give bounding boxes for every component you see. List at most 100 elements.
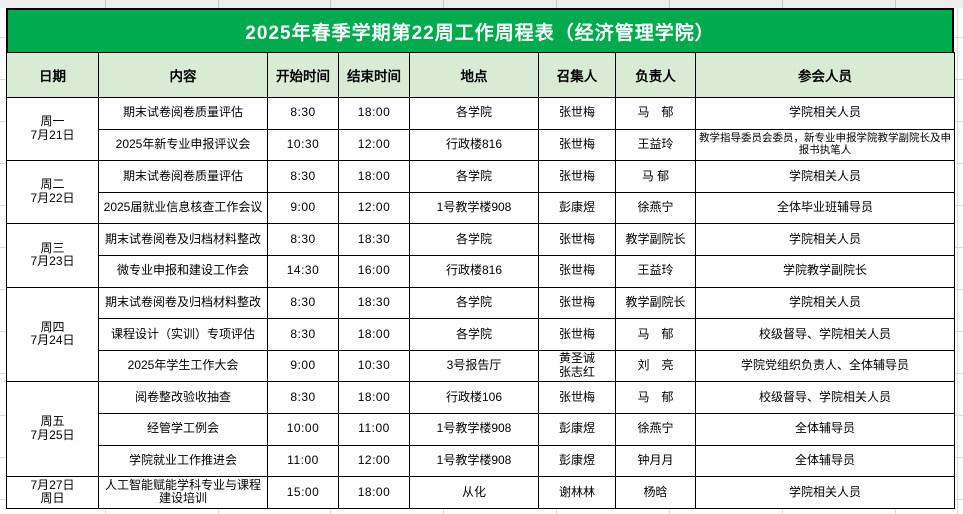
cell-participants[interactable]: 学院相关人员: [695, 223, 955, 256]
cell-start-time[interactable]: 8:30: [267, 381, 339, 414]
cell-location[interactable]: 各学院: [409, 318, 539, 351]
header-lead[interactable]: 负责人: [615, 52, 696, 98]
cell-lead[interactable]: 马 郁: [615, 160, 696, 193]
cell-participants[interactable]: 全体毕业班辅导员: [695, 191, 955, 225]
cell-end-time[interactable]: 18:30: [338, 223, 410, 256]
cell-start-time[interactable]: 9:00: [267, 191, 339, 225]
cell-start-time[interactable]: 11:00: [267, 444, 339, 478]
cell-end-time[interactable]: 12:00: [338, 191, 410, 225]
cell-end-time[interactable]: 18:00: [338, 97, 410, 130]
cell-start-time[interactable]: 8:30: [267, 223, 339, 256]
cell-start-time[interactable]: 8:30: [267, 160, 339, 193]
cell-location[interactable]: 从化: [409, 476, 539, 509]
cell-end-time[interactable]: 18:30: [338, 286, 410, 320]
header-convener[interactable]: 召集人: [538, 52, 616, 98]
cell-location[interactable]: 1号教学楼908: [409, 412, 539, 446]
cell-start-time[interactable]: 8:30: [267, 318, 339, 351]
header-end-time[interactable]: 结束时间: [338, 52, 410, 98]
cell-content[interactable]: 人工智能赋能学科专业与课程建设培训: [98, 476, 268, 509]
cell-location[interactable]: 各学院: [409, 223, 539, 256]
header-date[interactable]: 日期: [6, 52, 99, 98]
cell-end-time[interactable]: 18:00: [338, 318, 410, 351]
cell-lead[interactable]: 刘 亮: [615, 349, 696, 383]
cell-location[interactable]: 各学院: [409, 97, 539, 130]
cell-lead[interactable]: 教学副院长: [615, 286, 696, 320]
cell-content[interactable]: 2025年新专业申报评议会: [98, 128, 268, 162]
cell-lead[interactable]: 徐燕宁: [615, 191, 696, 225]
cell-end-time[interactable]: 10:30: [338, 349, 410, 383]
cell-lead[interactable]: 杨晗: [615, 476, 696, 509]
cell-date-group-2[interactable]: 周三 7月23日: [6, 223, 99, 288]
cell-convener[interactable]: 谢林林: [538, 476, 616, 509]
cell-content[interactable]: 期末试卷阅卷质量评估: [98, 160, 268, 193]
cell-location[interactable]: 1号教学楼908: [409, 191, 539, 225]
header-start-time[interactable]: 开始时间: [267, 52, 339, 98]
cell-start-time[interactable]: 10:30: [267, 128, 339, 162]
cell-lead[interactable]: 钟月月: [615, 444, 696, 478]
cell-participants[interactable]: 学院相关人员: [695, 476, 955, 509]
cell-convener[interactable]: 张世梅: [538, 97, 616, 130]
cell-convener[interactable]: 彭康煜: [538, 191, 616, 225]
cell-content[interactable]: 经管学工例会: [98, 412, 268, 446]
cell-content[interactable]: 2025届就业信息核查工作会议: [98, 191, 268, 225]
cell-date-group-0[interactable]: 周一 7月21日: [6, 96, 99, 162]
cell-convener[interactable]: 张世梅: [538, 223, 616, 256]
cell-lead[interactable]: 马 郁: [615, 97, 696, 130]
cell-end-time[interactable]: 11:00: [338, 412, 410, 446]
cell-content[interactable]: 学院就业工作推进会: [98, 444, 268, 478]
cell-participants[interactable]: 校级督导、学院相关人员: [695, 318, 955, 351]
cell-content[interactable]: 阅卷整改验收抽查: [98, 381, 268, 414]
cell-end-time[interactable]: 18:00: [338, 160, 410, 193]
cell-participants[interactable]: 学院相关人员: [695, 286, 955, 320]
cell-convener[interactable]: 张世梅: [538, 128, 616, 162]
cell-location[interactable]: 行政楼106: [409, 381, 539, 414]
cell-start-time[interactable]: 10:00: [267, 412, 339, 446]
cell-lead[interactable]: 王益玲: [615, 128, 696, 162]
cell-end-time[interactable]: 16:00: [338, 254, 410, 288]
header-location[interactable]: 地点: [409, 52, 539, 98]
cell-convener[interactable]: 张世梅: [538, 254, 616, 288]
cell-location[interactable]: 3号报告厅: [409, 349, 539, 383]
cell-participants[interactable]: 学院相关人员: [695, 97, 955, 130]
cell-content[interactable]: 期末试卷阅卷及归档材料整改: [98, 286, 268, 320]
cell-end-time[interactable]: 12:00: [338, 128, 410, 162]
cell-start-time[interactable]: 9:00: [267, 349, 339, 383]
cell-content[interactable]: 微专业申报和建设工作会: [98, 254, 268, 288]
sheet-title[interactable]: 2025年春季学期第22周工作周程表（经济管理学院）: [6, 8, 954, 52]
cell-date-group-3[interactable]: 周四 7月24日: [6, 286, 99, 383]
cell-lead[interactable]: 马 郁: [615, 381, 696, 414]
cell-participants[interactable]: 学院教学副院长: [695, 254, 955, 288]
cell-content[interactable]: 期末试卷阅卷及归档材料整改: [98, 223, 268, 256]
cell-date-group-1[interactable]: 周二 7月22日: [6, 160, 99, 225]
cell-convener[interactable]: 黄圣诚 张志红: [538, 349, 616, 383]
cell-date-group-5[interactable]: 7月27日 周日: [6, 476, 99, 509]
cell-start-time[interactable]: 8:30: [267, 286, 339, 320]
cell-location[interactable]: 各学院: [409, 160, 539, 193]
cell-lead[interactable]: 马 郁: [615, 318, 696, 351]
cell-convener[interactable]: 张世梅: [538, 318, 616, 351]
cell-lead[interactable]: 王益玲: [615, 254, 696, 288]
cell-participants[interactable]: 校级督导、学院相关人员: [695, 381, 955, 414]
cell-end-time[interactable]: 12:00: [338, 444, 410, 478]
cell-lead[interactable]: 徐燕宁: [615, 412, 696, 446]
cell-content[interactable]: 期末试卷阅卷质量评估: [98, 97, 268, 130]
cell-start-time[interactable]: 14:30: [267, 254, 339, 288]
cell-convener[interactable]: 彭康煜: [538, 444, 616, 478]
cell-end-time[interactable]: 18:00: [338, 476, 410, 509]
cell-location[interactable]: 行政楼816: [409, 254, 539, 288]
cell-convener[interactable]: 张世梅: [538, 160, 616, 193]
header-participants[interactable]: 参会人员: [695, 52, 955, 98]
cell-location[interactable]: 各学院: [409, 286, 539, 320]
cell-start-time[interactable]: 15:00: [267, 476, 339, 509]
cell-convener[interactable]: 张世梅: [538, 381, 616, 414]
cell-participants[interactable]: 全体辅导员: [695, 444, 955, 478]
cell-convener[interactable]: 彭康煜: [538, 412, 616, 446]
cell-start-time[interactable]: 8:30: [267, 97, 339, 130]
cell-location[interactable]: 行政楼816: [409, 128, 539, 162]
cell-participants[interactable]: 全体辅导员: [695, 412, 955, 446]
cell-date-group-4[interactable]: 周五 7月25日: [6, 381, 99, 478]
cell-location[interactable]: 1号教学楼908: [409, 444, 539, 478]
cell-participants[interactable]: 学院党组织负责人、全体辅导员: [695, 349, 955, 383]
cell-participants[interactable]: 学院相关人员: [695, 160, 955, 193]
cell-participants[interactable]: 教学指导委员会委员，新专业申报学院教学副院长及申报书执笔人: [695, 128, 955, 162]
